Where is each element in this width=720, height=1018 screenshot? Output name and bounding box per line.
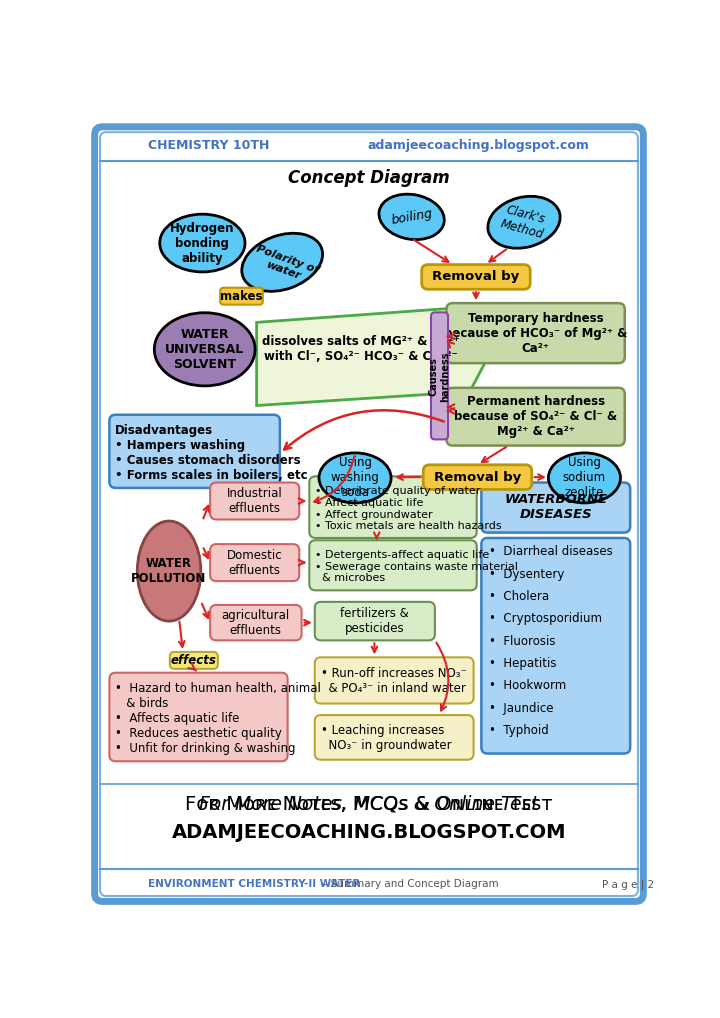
FancyBboxPatch shape — [310, 541, 477, 590]
Ellipse shape — [549, 453, 621, 503]
FancyBboxPatch shape — [315, 602, 435, 640]
FancyBboxPatch shape — [431, 313, 448, 440]
Text: ENVIRONMENT CHEMISTRY-II WATER: ENVIRONMENT CHEMISTRY-II WATER — [148, 880, 361, 890]
Text: Causes
hardness: Causes hardness — [428, 351, 450, 401]
Text: Permanent hardness
because of SO₄²⁻ & Cl⁻ &
Mg²⁺ & Ca²⁺: Permanent hardness because of SO₄²⁻ & Cl… — [454, 395, 617, 438]
Text: adamjeecoaching.blogspot.com: adamjeecoaching.blogspot.com — [368, 138, 590, 152]
Text: •  Cryptosporidium: • Cryptosporidium — [489, 612, 602, 625]
Ellipse shape — [138, 521, 201, 621]
Ellipse shape — [488, 196, 560, 248]
Text: Removal by: Removal by — [434, 470, 521, 484]
Text: fertilizers &
pesticides: fertilizers & pesticides — [340, 607, 409, 635]
Text: Disadvantages
• Hampers washing
• Causes stomach disorders
• Forms scales in boi: Disadvantages • Hampers washing • Causes… — [114, 425, 307, 482]
FancyBboxPatch shape — [109, 414, 280, 488]
FancyBboxPatch shape — [210, 544, 300, 581]
Text: Using
sodium
zeolite: Using sodium zeolite — [563, 456, 606, 500]
Text: •  Typhoid: • Typhoid — [489, 724, 549, 737]
Text: Using
washing
soda: Using washing soda — [330, 456, 379, 500]
FancyBboxPatch shape — [94, 127, 644, 901]
Text: •  Diarrheal diseases: • Diarrheal diseases — [489, 546, 613, 558]
Text: Fᴏʀ Mᴏʀᴇ Nᴏᴛᴇs, MCQs & Oɴʟɪɴᴇ Tᴇsᴛ: Fᴏʀ Mᴏʀᴇ Nᴏᴛᴇs, MCQs & Oɴʟɪɴᴇ Tᴇsᴛ — [185, 794, 553, 813]
Text: • Deteriorate quality of water
• Affect aquatic life
• Affect groundwater
• Toxi: • Deteriorate quality of water • Affect … — [315, 487, 501, 531]
Text: CHEMISTRY 10TH: CHEMISTRY 10TH — [148, 138, 269, 152]
FancyBboxPatch shape — [109, 673, 287, 761]
FancyBboxPatch shape — [423, 465, 532, 490]
Text: boiling: boiling — [390, 207, 433, 227]
Text: ADAMJEECOACHING.BLOGSPOT.COM: ADAMJEECOACHING.BLOGSPOT.COM — [172, 823, 566, 842]
Text: dissolves salts of MG²⁺ & Ca²⁺
with Cl⁻, SO₄²⁻ HCO₃⁻ & CO₃²⁻: dissolves salts of MG²⁺ & Ca²⁺ with Cl⁻,… — [263, 335, 460, 363]
FancyBboxPatch shape — [482, 538, 630, 753]
Text: WATER
POLLUTION: WATER POLLUTION — [131, 557, 207, 585]
FancyBboxPatch shape — [315, 715, 474, 759]
Polygon shape — [256, 307, 489, 405]
Text: •  Jaundice: • Jaundice — [489, 701, 554, 715]
Text: Polarity of
water: Polarity of water — [251, 243, 320, 286]
Text: makes: makes — [220, 290, 262, 302]
Ellipse shape — [242, 233, 323, 291]
Text: •  Cholera: • Cholera — [489, 590, 549, 603]
FancyBboxPatch shape — [482, 483, 630, 532]
Text: •  Fluorosis: • Fluorosis — [489, 634, 556, 647]
Text: • Leaching increases
  NO₃⁻ in groundwater: • Leaching increases NO₃⁻ in groundwater — [321, 724, 451, 752]
Text: •  Hepatitis: • Hepatitis — [489, 657, 557, 670]
FancyBboxPatch shape — [446, 303, 625, 363]
Text: Hydrogen
bonding
ability: Hydrogen bonding ability — [170, 222, 235, 265]
Text: WATER
UNIVERSAL
SOLVENT: WATER UNIVERSAL SOLVENT — [165, 328, 244, 371]
Text: • Run-off increases NO₃⁻
  & PO₄³⁻ in inland water: • Run-off increases NO₃⁻ & PO₄³⁻ in inla… — [321, 667, 467, 694]
Text: Domestic
effluents: Domestic effluents — [227, 549, 282, 576]
FancyBboxPatch shape — [446, 388, 625, 446]
Text: Industrial
effluents: Industrial effluents — [226, 487, 282, 515]
Ellipse shape — [154, 313, 255, 386]
Text: P a g e | 2: P a g e | 2 — [601, 880, 654, 890]
FancyBboxPatch shape — [220, 288, 263, 304]
Text: • Detergents-affect aquatic life
• Sewerage contains waste material
  & microbes: • Detergents-affect aquatic life • Sewer… — [315, 551, 518, 583]
Text: Concept Diagram: Concept Diagram — [288, 169, 450, 186]
FancyBboxPatch shape — [210, 483, 300, 519]
Ellipse shape — [379, 194, 444, 239]
FancyBboxPatch shape — [310, 476, 477, 538]
Text: •  Dysentery: • Dysentery — [489, 568, 564, 580]
Text: Removal by: Removal by — [432, 271, 520, 283]
Text: agricultural
effluents: agricultural effluents — [222, 609, 290, 636]
Text: For More Notes, MCQs & Online Test: For More Notes, MCQs & Online Test — [199, 794, 539, 813]
FancyBboxPatch shape — [315, 658, 474, 703]
FancyBboxPatch shape — [170, 652, 218, 669]
Text: •  Hazard to human health, animal
   & birds
•  Affects aquatic life
•  Reduces : • Hazard to human health, animal & birds… — [114, 682, 320, 755]
FancyBboxPatch shape — [422, 265, 530, 289]
Text: Temporary hardness
because of HCO₃⁻ of Mg²⁺ &
Ca²⁺: Temporary hardness because of HCO₃⁻ of M… — [444, 312, 627, 354]
Text: – Summary and Concept Diagram: – Summary and Concept Diagram — [319, 880, 498, 890]
Text: effects: effects — [171, 654, 217, 667]
FancyBboxPatch shape — [100, 132, 638, 896]
Ellipse shape — [319, 453, 391, 503]
Text: WATERBORNE
DISEASES: WATERBORNE DISEASES — [504, 493, 608, 521]
Text: •  Hookworm: • Hookworm — [489, 679, 567, 692]
FancyBboxPatch shape — [210, 605, 302, 640]
Ellipse shape — [160, 214, 245, 272]
Text: Clark's
Method: Clark's Method — [499, 203, 549, 241]
